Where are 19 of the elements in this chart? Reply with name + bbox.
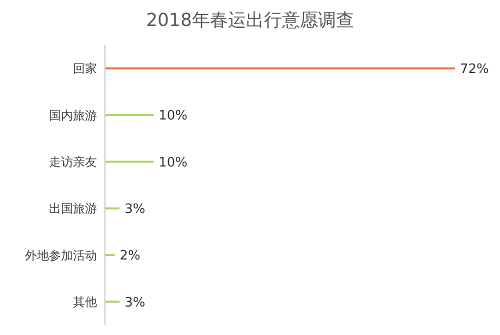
y-tick-label: 回家 — [73, 62, 97, 76]
bar — [105, 114, 154, 116]
y-tick-label: 国内旅游 — [49, 108, 97, 122]
bar — [105, 207, 120, 210]
bar — [105, 300, 120, 303]
data-label: 10% — [158, 108, 188, 124]
data-label: 3% — [124, 295, 146, 310]
bar — [105, 160, 154, 163]
bar — [105, 67, 455, 70]
chart-title: 2018年春运出行意愿调查 — [145, 9, 355, 33]
y-tick-label: 出国旅游 — [49, 202, 97, 216]
data-label: 10% — [158, 155, 188, 170]
data-label: 2% — [120, 248, 140, 264]
data-label: 72% — [460, 62, 489, 78]
data-label: 3% — [124, 202, 146, 218]
y-tick-label: 其他 — [73, 294, 97, 309]
bar — [105, 254, 115, 256]
y-tick-label: 外地参加活动 — [25, 248, 97, 262]
y-tick-label: 走访亲友 — [49, 154, 97, 169]
